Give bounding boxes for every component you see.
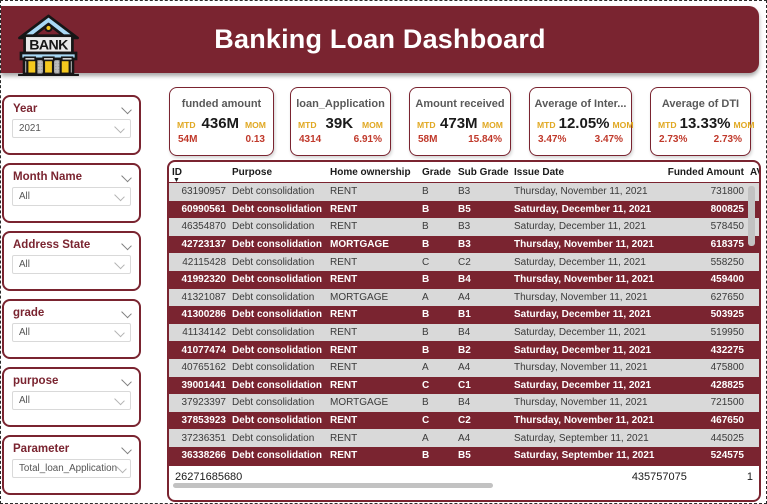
svg-text:BANK: BANK xyxy=(29,37,69,53)
